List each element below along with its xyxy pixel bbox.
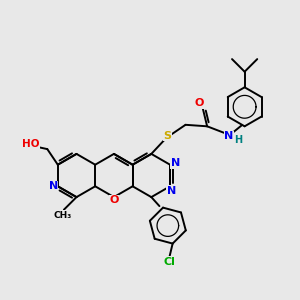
Text: O: O: [194, 98, 204, 108]
Text: N: N: [167, 186, 176, 196]
Text: Cl: Cl: [163, 256, 175, 267]
Text: O: O: [109, 195, 119, 205]
Text: CH₃: CH₃: [53, 211, 71, 220]
Text: N: N: [171, 158, 180, 168]
Text: S: S: [164, 131, 172, 141]
Text: HO: HO: [22, 139, 40, 149]
Text: N: N: [224, 131, 234, 141]
Text: N: N: [49, 181, 58, 191]
Text: H: H: [234, 135, 242, 145]
